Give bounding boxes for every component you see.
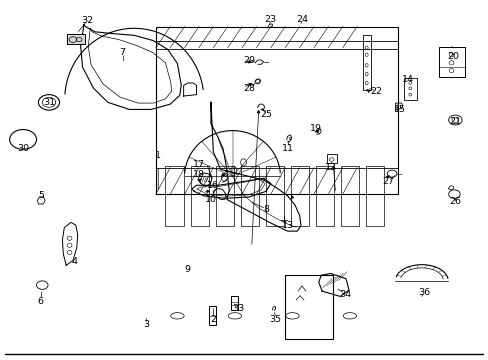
Text: 19: 19 bbox=[310, 124, 322, 133]
Text: 25: 25 bbox=[260, 110, 271, 119]
Text: 28: 28 bbox=[243, 84, 255, 93]
Text: 27: 27 bbox=[382, 177, 393, 186]
Text: 12: 12 bbox=[324, 163, 336, 172]
Text: 33: 33 bbox=[232, 304, 244, 313]
Text: 3: 3 bbox=[143, 320, 149, 329]
Bar bbox=[165, 166, 183, 226]
Text: 35: 35 bbox=[269, 315, 281, 324]
Text: 23: 23 bbox=[264, 15, 276, 24]
Bar bbox=[231, 296, 237, 310]
Text: 11: 11 bbox=[281, 144, 293, 153]
Text: 9: 9 bbox=[183, 265, 190, 274]
Text: 2: 2 bbox=[210, 315, 216, 324]
Text: 18: 18 bbox=[193, 170, 204, 179]
Bar bbox=[403, 78, 416, 100]
Bar bbox=[208, 306, 216, 325]
Text: 10: 10 bbox=[204, 195, 217, 204]
Text: 31: 31 bbox=[43, 98, 55, 107]
Bar bbox=[438, 47, 464, 77]
Text: 14: 14 bbox=[401, 75, 412, 84]
Bar bbox=[190, 166, 208, 226]
Bar bbox=[315, 166, 334, 226]
Text: 22: 22 bbox=[369, 87, 382, 96]
Bar bbox=[326, 154, 337, 163]
Text: 21: 21 bbox=[448, 117, 460, 126]
Text: 15: 15 bbox=[393, 105, 406, 114]
Text: 26: 26 bbox=[448, 197, 460, 206]
Bar bbox=[265, 166, 284, 226]
Bar bbox=[290, 166, 308, 226]
Text: 24: 24 bbox=[295, 15, 307, 24]
Bar bbox=[288, 136, 290, 139]
Bar bbox=[67, 34, 85, 44]
Bar bbox=[285, 275, 332, 339]
Text: 36: 36 bbox=[417, 288, 429, 297]
Bar bbox=[340, 166, 359, 226]
Bar bbox=[363, 35, 370, 90]
Text: 30: 30 bbox=[17, 144, 29, 153]
Bar bbox=[240, 166, 259, 226]
Text: 29: 29 bbox=[243, 55, 255, 64]
Bar bbox=[215, 166, 233, 226]
Text: 16: 16 bbox=[207, 181, 219, 190]
Text: 8: 8 bbox=[263, 206, 268, 215]
Text: 32: 32 bbox=[81, 16, 93, 25]
Text: 6: 6 bbox=[38, 297, 44, 306]
Bar bbox=[366, 166, 384, 226]
Text: 5: 5 bbox=[38, 192, 44, 201]
Text: 7: 7 bbox=[119, 49, 125, 58]
Text: 20: 20 bbox=[446, 52, 458, 61]
Text: 1: 1 bbox=[155, 151, 161, 160]
Text: 13: 13 bbox=[281, 221, 293, 230]
Text: 4: 4 bbox=[71, 257, 77, 266]
Text: 17: 17 bbox=[193, 159, 204, 168]
Text: 34: 34 bbox=[338, 290, 350, 299]
